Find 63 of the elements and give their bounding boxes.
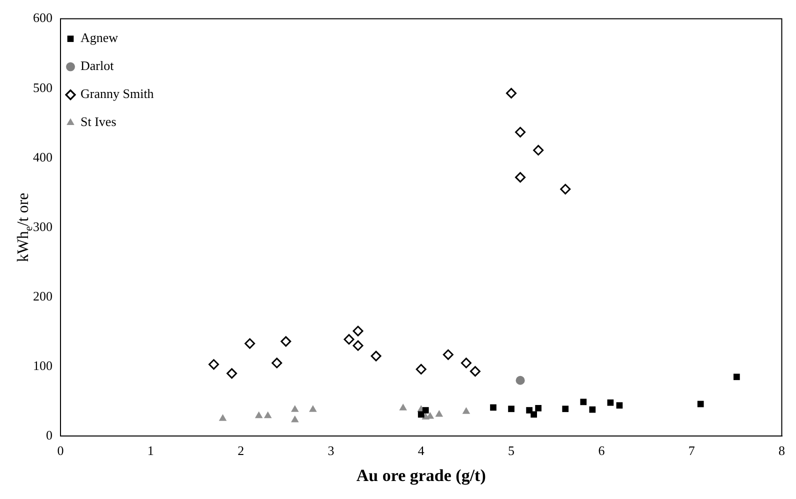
y-tick-label: 600 xyxy=(33,10,52,26)
point xyxy=(616,402,623,409)
point xyxy=(515,172,526,183)
point xyxy=(291,405,299,412)
point xyxy=(422,407,429,414)
point xyxy=(291,416,299,422)
point xyxy=(226,368,238,379)
x-tick-label: 2 xyxy=(238,443,244,458)
x-tick-label: 4 xyxy=(418,443,425,458)
point xyxy=(460,358,472,368)
point xyxy=(562,406,569,412)
x-axis-title: Au ore grade (g/t) xyxy=(356,466,486,486)
point xyxy=(506,88,517,98)
point xyxy=(309,405,317,412)
point xyxy=(607,399,614,406)
x-tick-label: 3 xyxy=(328,443,334,458)
point xyxy=(416,364,426,374)
y-tick-label: 0 xyxy=(46,427,52,442)
point xyxy=(370,350,382,362)
point xyxy=(733,374,740,380)
point xyxy=(254,411,263,418)
point xyxy=(580,398,587,406)
y-tick-label: 300 xyxy=(33,218,52,234)
point xyxy=(280,336,292,347)
x-tick-label: 0 xyxy=(57,443,64,458)
point xyxy=(530,411,538,418)
point xyxy=(470,366,480,377)
legend-label: Agnew xyxy=(80,30,119,46)
point xyxy=(516,376,525,385)
point xyxy=(352,340,364,351)
x-tick-label: 1 xyxy=(147,443,154,458)
point xyxy=(264,411,272,418)
point xyxy=(515,126,526,138)
point xyxy=(589,406,596,413)
point xyxy=(442,349,454,360)
y-tick-label: 100 xyxy=(33,358,52,373)
legend-label: St Ives xyxy=(80,114,116,130)
point xyxy=(344,334,354,345)
point xyxy=(272,358,282,368)
legend-label: Darlot xyxy=(80,58,114,74)
point xyxy=(435,410,444,417)
point xyxy=(352,326,364,336)
point xyxy=(535,405,542,412)
point xyxy=(560,184,571,194)
x-tick-label: 5 xyxy=(508,443,515,458)
point xyxy=(490,404,496,411)
point xyxy=(244,338,256,349)
point xyxy=(526,407,532,414)
point xyxy=(462,407,470,414)
point xyxy=(399,404,407,410)
point xyxy=(697,400,704,408)
point xyxy=(533,144,544,156)
y-axis-title: kWhe/t ore xyxy=(15,192,35,262)
x-tick-label: 8 xyxy=(778,443,785,458)
x-tick-label: 6 xyxy=(598,443,606,458)
point xyxy=(508,406,514,412)
y-tick-label: 200 xyxy=(33,288,52,304)
point xyxy=(208,359,220,370)
legend-label: Granny Smith xyxy=(80,86,154,102)
y-tick-label: 400 xyxy=(33,149,52,164)
y-tick-label: 500 xyxy=(33,80,52,95)
point xyxy=(218,414,227,421)
x-tick-label: 7 xyxy=(688,443,696,458)
